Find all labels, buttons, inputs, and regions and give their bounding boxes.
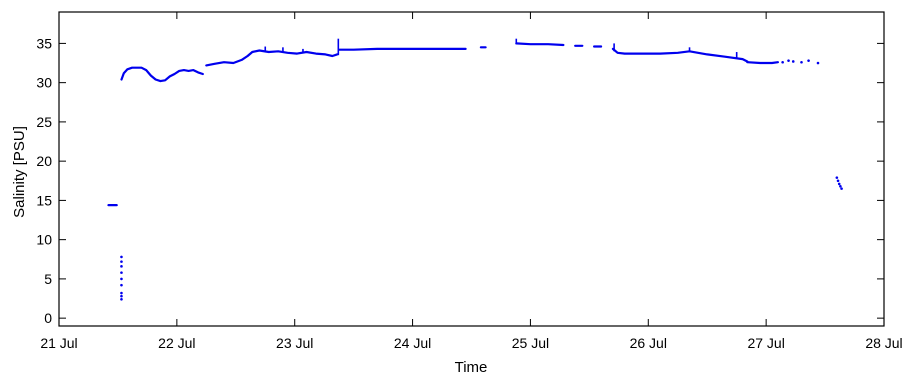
series-segment-2 (120, 66, 204, 83)
data-layer (107, 38, 843, 301)
x-axis-title: Time (455, 359, 488, 376)
x-tick-label-3: 23 Jul (276, 335, 313, 351)
y-axis-title: Salinity [PSU] (11, 126, 28, 218)
data-point-3-5 (840, 187, 843, 190)
y-tick-label-5: 20 (36, 153, 52, 169)
x-tick-label-5: 25 Jul (512, 335, 549, 351)
series-segment-6 (515, 42, 565, 47)
x-tick-label-7: 27 Jul (747, 335, 784, 351)
data-point-3-2 (836, 179, 840, 183)
data-point-1-2 (120, 294, 123, 298)
x-tick-label-6: 26 Jul (630, 335, 667, 351)
plot-frame (58, 11, 885, 327)
data-point-1-9 (120, 255, 123, 259)
y-tick-label-8: 35 (36, 35, 52, 51)
data-point-1-5 (120, 277, 123, 281)
y-tick-label-7: 30 (36, 75, 52, 91)
data-point-1-6 (120, 271, 123, 274)
data-point-2-2 (787, 59, 790, 62)
series-segment-9 (611, 47, 749, 63)
series-segment-4 (338, 47, 467, 51)
data-point-3-3 (837, 182, 841, 186)
data-point-2-4 (800, 60, 803, 64)
series-segment-3 (205, 49, 339, 67)
y-tick-label-2: 5 (44, 271, 52, 287)
y-tick-label-3: 10 (36, 232, 52, 248)
plot-background (59, 12, 884, 326)
data-point-1-8 (120, 260, 123, 263)
data-point-3-4 (839, 184, 842, 188)
x-tick-label-4: 24 Jul (394, 335, 431, 351)
data-point-1-7 (120, 265, 123, 268)
axes-layer: 21 Jul 22 Jul 23 Jul 24 Jul 25 Jul 26 Jul 27 J… (36, 11, 903, 351)
y-tick-label-4: 15 (36, 192, 52, 208)
x-tick-label-2: 22 Jul (158, 335, 195, 351)
data-point-2-6 (816, 61, 820, 65)
data-point-2-3 (791, 60, 795, 63)
y-tick-label-6: 25 (36, 114, 52, 130)
data-point-1-3 (120, 291, 123, 295)
x-tick-label-1: 21 Jul (40, 335, 77, 351)
data-point-1-4 (120, 283, 123, 287)
data-point-2-5 (807, 59, 810, 62)
plot-area (59, 12, 884, 326)
x-tick-label-8: 28 Jul (865, 335, 902, 351)
data-point-3-1 (835, 176, 839, 179)
y-tick-label-1: 0 (44, 310, 52, 326)
data-point-1-1 (120, 298, 123, 301)
data-point-2-1 (781, 60, 784, 64)
series-segment-10 (746, 61, 780, 65)
